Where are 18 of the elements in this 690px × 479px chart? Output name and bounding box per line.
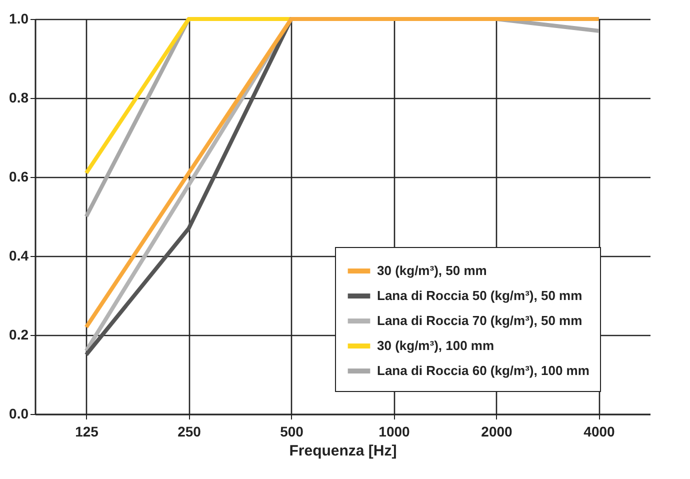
legend-label: Lana di Roccia 70 (kg/m³), 50 mm: [377, 313, 582, 328]
y-tick-label: 0.0: [9, 406, 29, 422]
y-tick-label: 0.4: [9, 248, 29, 264]
x-axis-title: Frequenza [Hz]: [289, 442, 397, 460]
x-tick-label: 125: [75, 424, 99, 440]
y-tick-label: 0.8: [9, 90, 29, 106]
legend-label: 30 (kg/m³), 50 mm: [377, 263, 487, 278]
x-tick-label: 500: [280, 424, 304, 440]
legend-label: Lana di Roccia 50 (kg/m³), 50 mm: [377, 288, 582, 303]
y-tick-label: 0.6: [9, 168, 29, 184]
legend-label: 30 (kg/m³), 100 mm: [377, 338, 494, 353]
y-tick-label: 1.0: [9, 10, 29, 26]
legend-label: Lana di Roccia 60 (kg/m³), 100 mm: [377, 363, 590, 378]
x-tick-label: 2000: [481, 424, 513, 440]
x-tick-label: 4000: [584, 424, 616, 440]
x-tick-label: 1000: [378, 424, 410, 440]
y-tick-label: 0.2: [9, 326, 29, 342]
x-tick-label: 250: [178, 424, 202, 440]
